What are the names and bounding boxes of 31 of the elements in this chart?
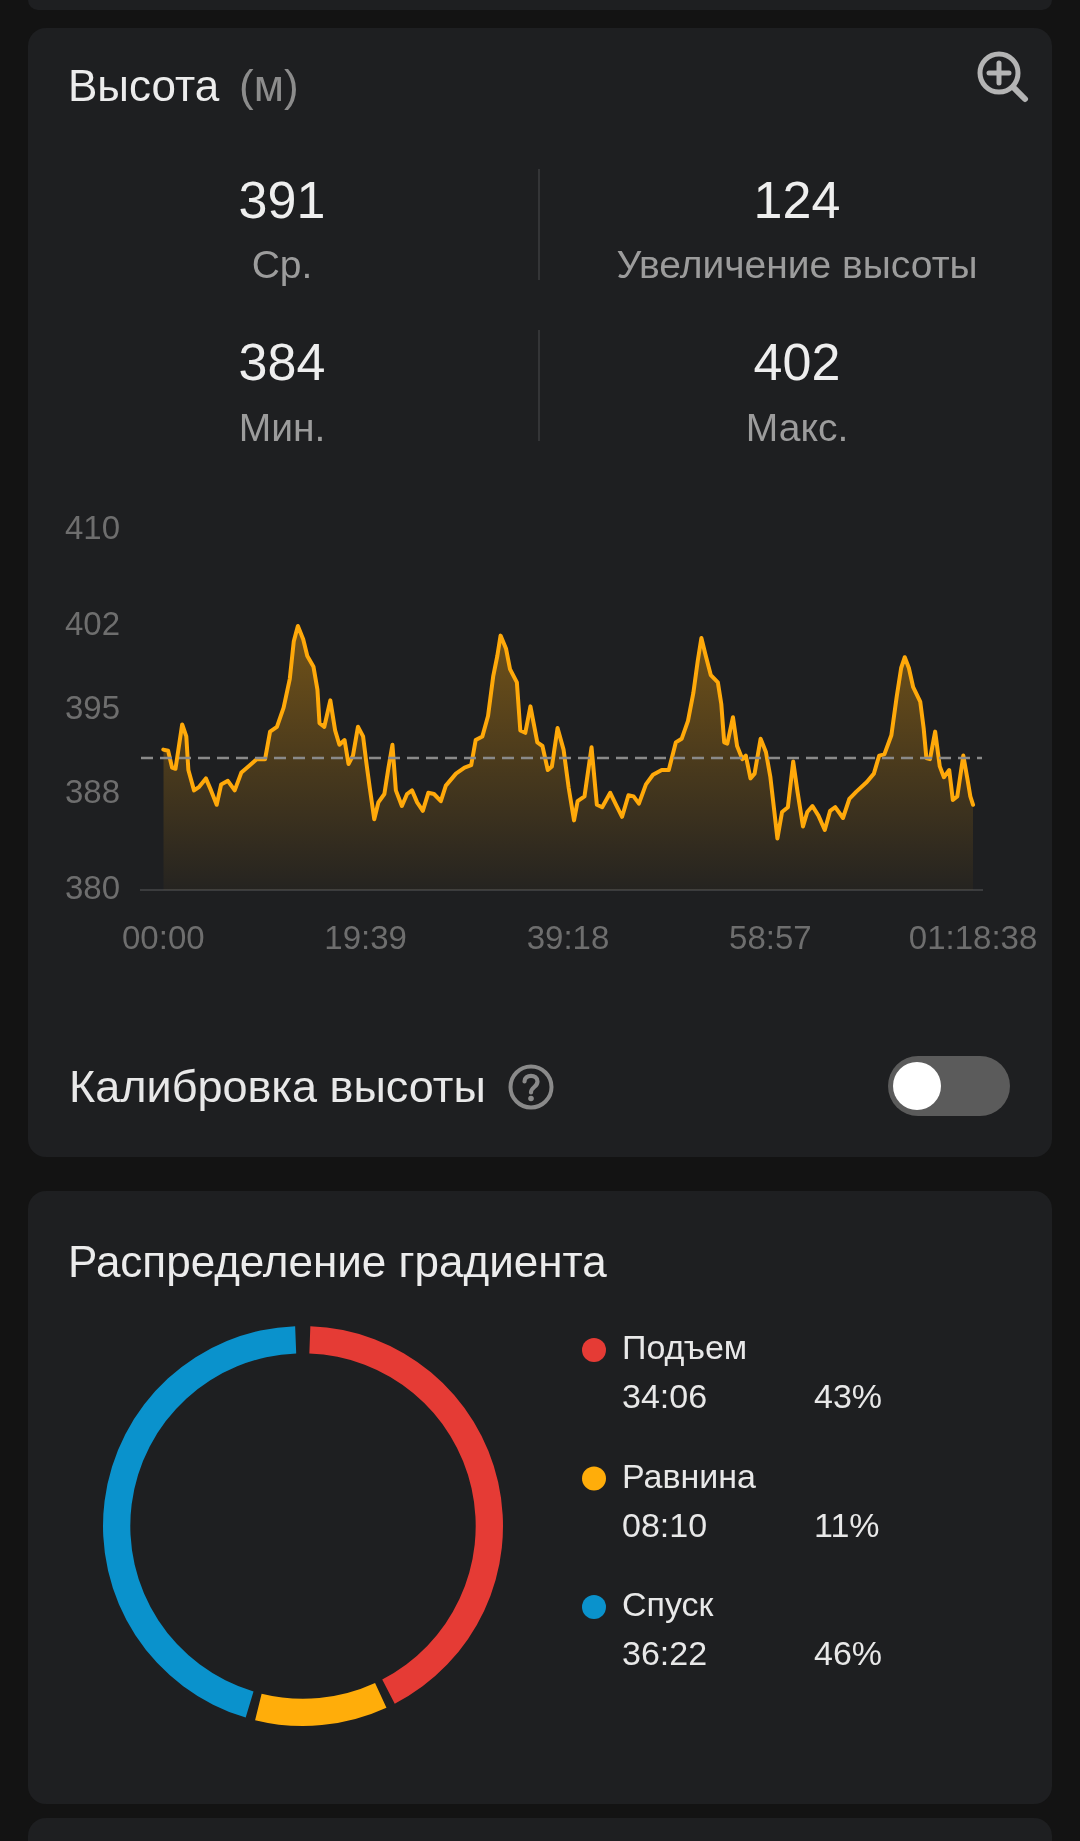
category-label: Ср.	[250, 242, 314, 288]
text: Высота	[68, 61, 220, 110]
y-tick-label: 410	[65, 509, 121, 547]
category-label: Макс.	[744, 405, 850, 451]
x-tick-label: 01:18:38	[908, 918, 1038, 956]
text: 43%	[814, 1377, 883, 1416]
y-tick-label: 395	[65, 689, 121, 727]
y-tick-label: 388	[65, 773, 121, 811]
text: 11%	[814, 1505, 880, 1544]
x-tick-label: 19:39	[324, 918, 407, 956]
text: 36:22	[622, 1634, 708, 1673]
chart-title: Распределение градиента	[68, 1237, 607, 1286]
text: (м)	[239, 61, 299, 110]
text: 34:06	[622, 1377, 708, 1416]
text: 46%	[814, 1634, 883, 1673]
legend-label: Спуск	[622, 1585, 715, 1624]
category-label: Увеличение высоты	[615, 242, 979, 288]
data-label: 391	[237, 170, 327, 230]
y-tick-label: 402	[65, 605, 121, 643]
y-tick-label: 380	[65, 869, 121, 907]
x-tick-label: 58:57	[729, 918, 812, 956]
legend-label: Подъем	[622, 1328, 748, 1367]
data-label: 384	[237, 332, 327, 392]
text: 08:10	[622, 1505, 708, 1544]
x-tick-label: 00:00	[122, 918, 205, 956]
legend-label: Равнина	[622, 1456, 757, 1495]
text: Калибровка высоты	[69, 1060, 486, 1114]
data-label: 124	[752, 170, 842, 230]
category-label: Мин.	[237, 405, 327, 451]
data-label: 402	[752, 332, 842, 392]
x-tick-label: 39:18	[526, 918, 610, 956]
